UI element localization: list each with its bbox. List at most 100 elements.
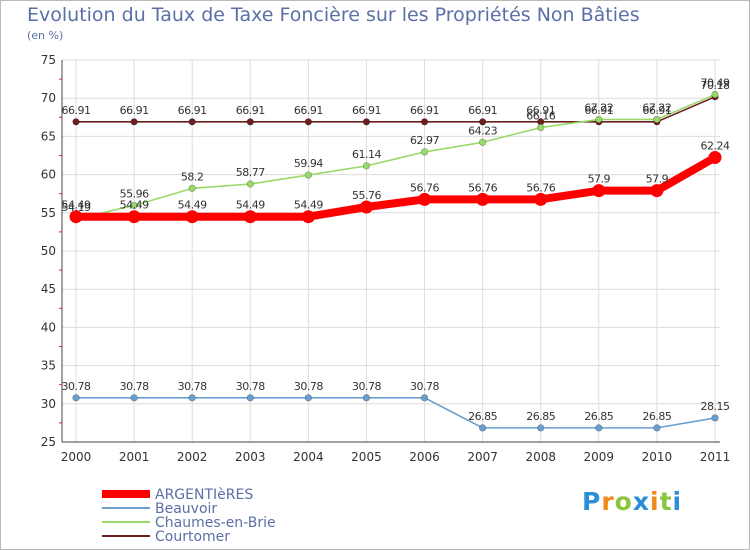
data-point-beauvoir [479, 424, 487, 432]
x-tick-label: 2009 [584, 450, 615, 464]
brand-letter: t [659, 487, 673, 516]
data-label-courtomer: 66.91 [526, 104, 555, 117]
data-point-argenti-res [69, 210, 83, 224]
data-label-beauvoir: 30.78 [294, 380, 323, 393]
x-tick-label: 2011 [700, 450, 731, 464]
y-tick-label: 70 [41, 91, 56, 105]
data-point-beauvoir [362, 394, 371, 402]
data-label-argenti-res: 62.24 [701, 139, 730, 152]
data-label-courtomer: 66.91 [642, 104, 671, 117]
data-label-argenti-res: 55.76 [352, 189, 381, 202]
data-label-chaumes-en-brie: 70.49 [701, 76, 730, 89]
data-point-argenti-res [418, 192, 432, 206]
data-label-courtomer: 66.91 [178, 104, 207, 117]
y-tick-label: 30 [41, 397, 56, 411]
data-point-beauvoir [711, 414, 719, 422]
x-tick-label: 2007 [467, 450, 498, 464]
data-label-beauvoir: 30.78 [120, 380, 149, 393]
legend-label: Courtomer [155, 529, 230, 545]
x-tick-label: 2003 [235, 450, 266, 464]
series-line-beauvoir [75, 397, 716, 429]
legend-label: ARGENTIèRES [155, 487, 253, 503]
data-label-chaumes-en-brie: 58.2 [181, 170, 204, 183]
data-label-courtomer: 66.91 [584, 104, 613, 117]
data-label-beauvoir: 30.78 [410, 380, 439, 393]
y-tick-label: 75 [41, 53, 56, 67]
data-point-chaumes-en-brie [304, 171, 312, 179]
data-label-argenti-res: 54.49 [236, 199, 265, 212]
data-label-beauvoir: 30.78 [352, 380, 381, 393]
chart-title: Evolution du Taux de Taxe Foncière sur l… [27, 4, 640, 26]
data-label-argenti-res: 57.9 [588, 173, 611, 186]
x-tick-label: 2005 [351, 450, 382, 464]
data-point-beauvoir [304, 394, 312, 402]
data-point-chaumes-en-brie [420, 148, 429, 156]
data-label-beauvoir: 26.85 [642, 410, 671, 423]
series-line-courtomer [75, 96, 716, 123]
data-point-chaumes-en-brie [653, 115, 661, 124]
data-point-argenti-res [243, 210, 257, 224]
data-label-chaumes-en-brie: 54.19 [62, 201, 91, 214]
data-label-chaumes-en-brie: 67.22 [642, 101, 671, 114]
data-label-beauvoir: 30.78 [178, 380, 207, 393]
data-point-chaumes-en-brie [362, 162, 371, 170]
data-label-chaumes-en-brie: 55.96 [120, 187, 149, 200]
data-point-courtomer [188, 118, 196, 126]
data-label-courtomer: 70.18 [701, 79, 730, 92]
data-label-chaumes-en-brie: 59.94 [294, 157, 323, 170]
data-point-courtomer [130, 118, 138, 126]
data-point-argenti-res [592, 184, 606, 198]
data-point-chaumes-en-brie [130, 201, 138, 210]
data-label-beauvoir: 26.85 [468, 410, 497, 423]
grid [62, 59, 720, 443]
data-label-courtomer: 66.91 [352, 104, 381, 117]
chart-subtitle: (en %) [27, 29, 64, 42]
data-point-argenti-res [476, 192, 490, 206]
data-point-courtomer [246, 118, 254, 126]
data-point-argenti-res [650, 184, 664, 198]
data-point-argenti-res [534, 192, 548, 206]
data-point-argenti-res [359, 200, 373, 214]
x-tick-label: 2000 [61, 450, 92, 464]
data-point-beauvoir [595, 424, 603, 432]
data-label-chaumes-en-brie: 64.23 [468, 124, 497, 137]
data-point-beauvoir [537, 424, 545, 432]
y-tick-label: 50 [41, 244, 56, 258]
data-point-beauvoir [130, 394, 138, 402]
data-point-beauvoir [188, 394, 196, 402]
legend-label: Chaumes-en-Brie [155, 515, 276, 531]
data-label-courtomer: 66.91 [62, 104, 91, 117]
y-tick-label: 45 [41, 282, 56, 296]
brand-letter: r [601, 487, 615, 516]
y-tick-label: 55 [41, 206, 56, 220]
data-point-chaumes-en-brie [246, 180, 254, 188]
y-tick-label: 65 [41, 129, 56, 143]
series-line-chaumes-en-brie [75, 93, 716, 220]
data-point-beauvoir [72, 394, 80, 402]
data-point-beauvoir [653, 424, 661, 432]
data-point-chaumes-en-brie [188, 184, 196, 192]
data-point-chaumes-en-brie [595, 115, 603, 124]
x-tick-label: 2010 [642, 450, 673, 464]
data-label-courtomer: 66.91 [236, 104, 265, 117]
data-label-beauvoir: 30.78 [62, 380, 91, 393]
brand-letter: o [614, 487, 633, 516]
data-label-argenti-res: 54.49 [62, 199, 91, 212]
brand-logo: Proxiti [582, 487, 682, 516]
data-label-chaumes-en-brie: 61.14 [352, 148, 381, 161]
data-label-argenti-res: 54.49 [120, 199, 149, 212]
legend: ARGENTIèRESBeauvoirChaumes-en-BrieCourto… [102, 487, 276, 545]
brand-letter: i [672, 487, 683, 516]
data-label-argenti-res: 56.76 [468, 181, 497, 194]
legend-label: Beauvoir [155, 501, 217, 517]
data-label-argenti-res: 54.49 [178, 199, 207, 212]
data-label-beauvoir: 26.85 [584, 410, 613, 423]
data-label-beauvoir: 26.85 [526, 410, 555, 423]
data-label-beauvoir: 28.15 [701, 400, 730, 413]
data-label-courtomer: 66.91 [120, 104, 149, 117]
x-tick-label: 2001 [119, 450, 150, 464]
data-point-courtomer [72, 118, 80, 126]
brand-letter: x [632, 487, 650, 516]
